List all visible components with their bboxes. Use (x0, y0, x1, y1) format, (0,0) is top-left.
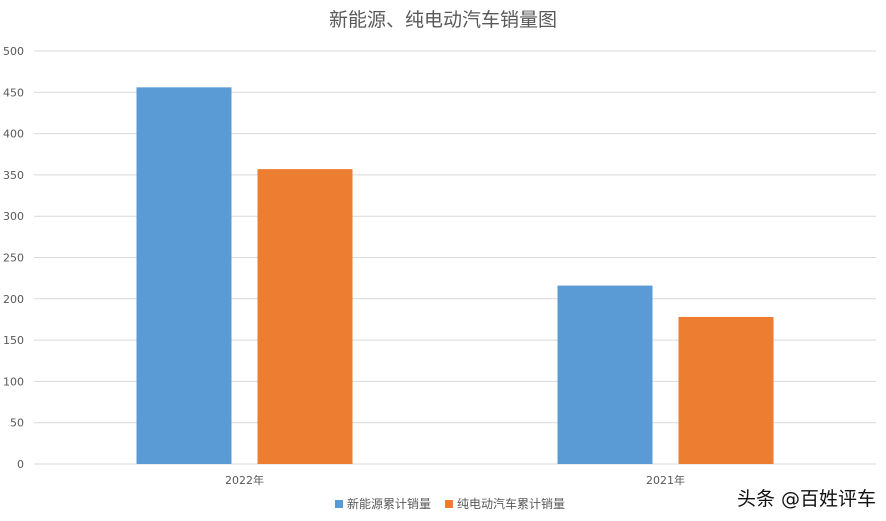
x-tick-label: 2022年 (225, 473, 264, 487)
y-tick-label: 250 (3, 252, 24, 265)
legend-swatch (335, 500, 343, 508)
y-tick-label: 50 (10, 417, 24, 430)
y-tick-label: 150 (3, 334, 24, 347)
legend: 新能源累计销量 纯电动汽车累计销量 (335, 496, 565, 511)
y-tick-label: 0 (17, 458, 24, 471)
y-tick-label: 400 (3, 128, 24, 141)
y-tick-label: 200 (3, 293, 24, 306)
chart-title: 新能源、纯电动汽车销量图 (329, 9, 557, 31)
x-tick-label: 2021年 (646, 473, 685, 487)
bars (136, 87, 774, 465)
y-axis: 0 50 100 150 200 250 300 350 400 450 500 (3, 45, 24, 471)
watermark-text: 头条 @百姓评车 (736, 488, 876, 510)
bar (257, 169, 353, 465)
y-tick-label: 350 (3, 169, 24, 182)
legend-label: 纯电动汽车累计销量 (457, 496, 565, 511)
bar (678, 316, 774, 464)
bar (557, 285, 653, 464)
legend-swatch (445, 500, 453, 508)
y-tick-label: 500 (3, 45, 24, 58)
y-tick-label: 300 (3, 210, 24, 223)
legend-label: 新能源累计销量 (347, 496, 431, 511)
bar (136, 87, 232, 465)
x-axis: 2022年 2021年 (225, 473, 685, 487)
y-tick-label: 100 (3, 375, 24, 388)
y-tick-label: 450 (3, 86, 24, 99)
